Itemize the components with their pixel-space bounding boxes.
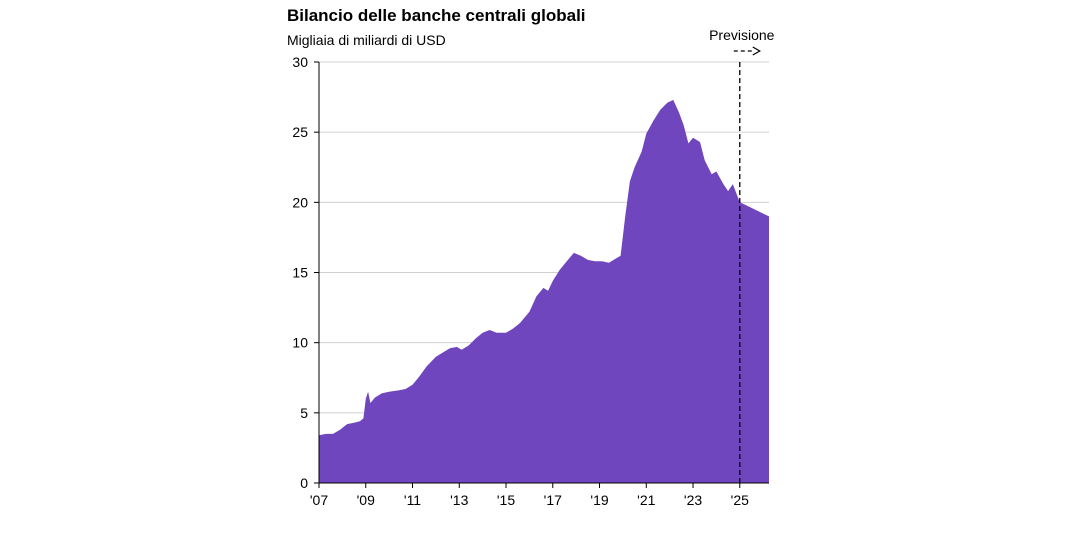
forecast-arrow-icon <box>752 46 761 56</box>
x-tick-label: '15 <box>497 492 515 508</box>
y-tick-label: 0 <box>300 475 308 491</box>
y-tick-label: 30 <box>292 54 308 70</box>
y-tick-label: 5 <box>300 405 308 421</box>
x-tick-label: '23 <box>684 492 702 508</box>
area-series <box>319 99 769 484</box>
axes <box>314 61 769 488</box>
y-tick-label: 10 <box>292 335 308 351</box>
x-tick-label: '09 <box>357 492 375 508</box>
y-tick-label: 15 <box>292 265 308 281</box>
x-tick-label: '25 <box>731 492 749 508</box>
y-tick-label: 20 <box>292 194 308 210</box>
x-tick-label: '17 <box>544 492 562 508</box>
y-tick-label: 25 <box>292 124 308 140</box>
x-tick-label: '11 <box>404 492 421 508</box>
x-tick-label: '21 <box>637 492 655 508</box>
forecast-label: Previsione <box>709 27 775 43</box>
x-tick-label: '07 <box>310 492 328 508</box>
forecast-group: Previsione <box>709 27 775 483</box>
x-tick-label: '13 <box>450 492 468 508</box>
x-tick-labels: '07 '09 '11 '13 '15 '17 '19 '21 '23 '25 <box>310 492 749 508</box>
area-layer <box>319 99 769 484</box>
y-tick-labels: 0 5 10 15 20 25 30 <box>292 54 308 491</box>
chart-title: Bilancio delle banche centrali globali <box>287 6 586 25</box>
chart-subtitle: Migliaia di miliardi di USD <box>287 32 446 48</box>
x-tick-label: '19 <box>590 492 608 508</box>
